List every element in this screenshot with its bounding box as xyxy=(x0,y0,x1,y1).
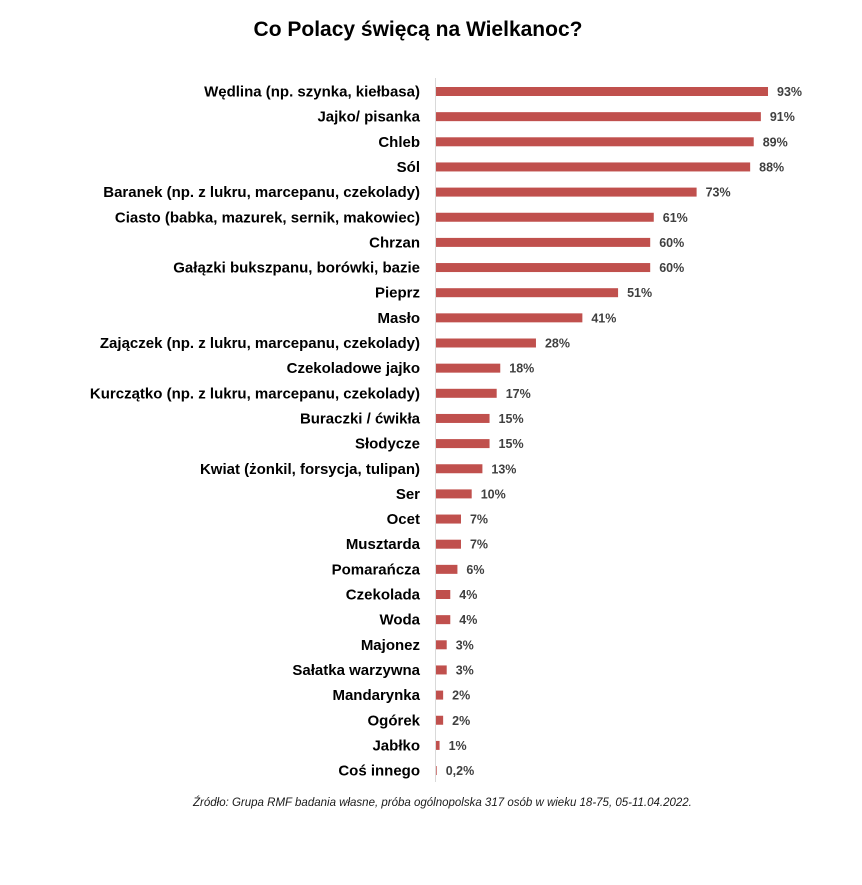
value-label: 2% xyxy=(452,714,470,728)
bar xyxy=(436,413,490,423)
chart-title: Co Polacy święcą na Wielkanoc? xyxy=(253,18,583,41)
source-note: Źródło: Grupa RMF badania własne, próba … xyxy=(193,797,692,809)
value-label: 13% xyxy=(491,462,516,476)
bar xyxy=(436,640,447,650)
bar xyxy=(436,263,651,273)
value-label: 2% xyxy=(452,689,470,703)
value-label: 15% xyxy=(499,412,524,426)
category-label: Majonez xyxy=(361,637,420,654)
bar xyxy=(436,539,461,549)
value-label: 89% xyxy=(763,135,788,149)
category-label: Czekolada xyxy=(346,587,421,604)
bar xyxy=(436,313,583,323)
category-label: Masło xyxy=(377,310,420,327)
bar xyxy=(436,137,754,147)
value-label: 60% xyxy=(659,236,684,250)
category-label: Wędlina (np. szynka, kiełbasa) xyxy=(204,84,420,101)
category-label: Baranek (np. z lukru, marcepanu, czekola… xyxy=(103,184,420,201)
value-label: 4% xyxy=(459,613,477,627)
value-label: 18% xyxy=(509,362,534,376)
bar xyxy=(436,212,654,222)
value-label: 15% xyxy=(499,437,524,451)
category-label: Jajko/ pisanka xyxy=(317,109,420,126)
bar xyxy=(436,112,761,122)
bar xyxy=(436,388,497,398)
bar-chart: Wędlina (np. szynka, kiełbasa) Jajko/ pis… xyxy=(90,78,802,782)
bars xyxy=(436,87,769,776)
category-label: Czekoladowe jajko xyxy=(287,360,420,377)
value-label: 3% xyxy=(456,638,474,652)
value-label: 3% xyxy=(456,663,474,677)
bar xyxy=(436,590,451,599)
category-labels: Wędlina (np. szynka, kiełbasa) Jajko/ pis… xyxy=(90,84,421,780)
category-label: Kurczątko (np. z lukru, marcepanu, czeko… xyxy=(90,385,420,402)
value-label: 88% xyxy=(759,160,784,174)
category-label: Buraczki / ćwikła xyxy=(300,410,421,427)
value-label: 7% xyxy=(470,538,488,552)
value-label: 73% xyxy=(706,186,731,200)
category-label: Ciasto (babka, mazurek, sernik, makowiec… xyxy=(115,209,420,226)
bar xyxy=(436,514,461,524)
category-label: Kwiat (żonkil, forsycja, tulipan) xyxy=(200,461,420,478)
bar xyxy=(436,690,444,700)
category-label: Ser xyxy=(396,486,420,503)
value-labels: 93% 91% 89% 88% 73% 61% 60% 60% 51% 41% 28% 18% 17% 1… xyxy=(446,85,802,778)
bar xyxy=(436,439,490,449)
bar xyxy=(436,237,651,247)
category-label: Musztarda xyxy=(346,536,421,553)
category-label: Chleb xyxy=(378,134,420,151)
value-label: 93% xyxy=(777,85,802,99)
value-label: 4% xyxy=(459,588,477,602)
bar xyxy=(436,288,619,298)
value-label: 17% xyxy=(506,387,531,401)
value-label: 60% xyxy=(659,261,684,275)
bar xyxy=(436,87,769,96)
bar xyxy=(436,162,751,172)
value-label: 41% xyxy=(591,311,616,325)
bar xyxy=(436,766,437,776)
bar xyxy=(436,338,536,348)
bar xyxy=(436,665,447,675)
bar xyxy=(436,489,472,499)
value-label: 91% xyxy=(770,110,795,124)
category-label: Jabłko xyxy=(372,737,420,754)
value-label: 0,2% xyxy=(446,764,475,778)
category-label: Pieprz xyxy=(375,285,420,302)
bar xyxy=(436,564,458,574)
bar xyxy=(436,740,440,750)
category-label: Gałązki bukszpanu, borówki, bazie xyxy=(173,260,420,277)
bar xyxy=(436,615,451,625)
value-label: 7% xyxy=(470,513,488,527)
value-label: 6% xyxy=(466,563,484,577)
category-label: Sałatka warzywna xyxy=(292,662,420,679)
category-label: Pomarańcza xyxy=(332,561,421,578)
bar xyxy=(436,187,697,197)
value-label: 1% xyxy=(449,739,467,753)
bar xyxy=(436,715,444,725)
category-label: Słodycze xyxy=(355,436,420,453)
value-label: 51% xyxy=(627,286,652,300)
category-label: Sól xyxy=(397,159,420,176)
category-label: Zajączek (np. z lukru, marcepanu, czekol… xyxy=(100,335,420,352)
bar xyxy=(436,464,483,474)
category-label: Coś innego xyxy=(338,763,420,780)
category-label: Mandarynka xyxy=(332,687,420,704)
category-label: Ocet xyxy=(387,511,420,528)
category-label: Woda xyxy=(379,612,420,629)
bar xyxy=(436,363,501,373)
category-label: Chrzan xyxy=(369,234,420,251)
category-label: Ogórek xyxy=(367,712,420,729)
value-label: 61% xyxy=(663,211,688,225)
value-label: 28% xyxy=(545,337,570,351)
value-label: 10% xyxy=(481,487,506,501)
